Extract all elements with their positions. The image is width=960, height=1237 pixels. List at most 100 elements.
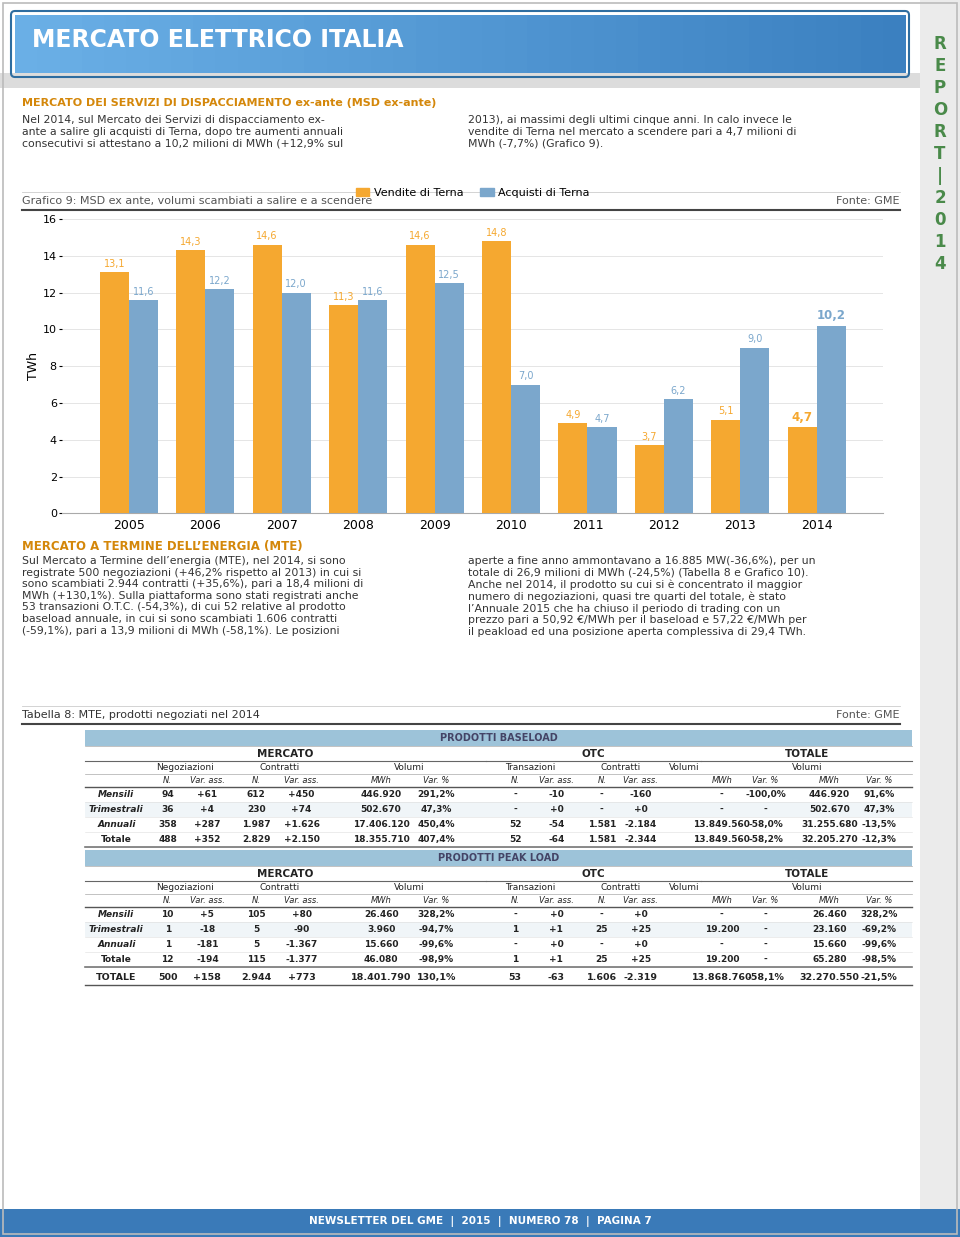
Text: OTC: OTC: [582, 748, 606, 760]
Text: MWh: MWh: [819, 896, 840, 905]
Text: N.: N.: [163, 896, 172, 905]
Text: -: -: [514, 940, 516, 949]
Bar: [104, 15, 128, 73]
Text: 47,3%: 47,3%: [863, 805, 895, 814]
Text: 2.944: 2.944: [241, 974, 272, 982]
Text: N.: N.: [252, 776, 260, 785]
Text: -94,7%: -94,7%: [419, 925, 454, 934]
Text: 446.920: 446.920: [361, 790, 401, 799]
Text: -90: -90: [294, 925, 310, 934]
Text: -: -: [764, 910, 767, 919]
Bar: [883, 15, 906, 73]
Text: +80: +80: [292, 910, 312, 919]
Bar: [215, 15, 238, 73]
Text: +158: +158: [194, 974, 222, 982]
Text: 4,9: 4,9: [565, 409, 581, 419]
Text: Transazioni: Transazioni: [505, 883, 556, 892]
Text: R: R: [934, 35, 947, 53]
Text: 14,3: 14,3: [180, 238, 202, 247]
Text: 47,3%: 47,3%: [420, 805, 452, 814]
Text: 4: 4: [934, 255, 946, 273]
Text: N.: N.: [163, 776, 172, 785]
Bar: [794, 15, 817, 73]
Text: -: -: [514, 805, 516, 814]
Text: -2.184: -2.184: [625, 820, 657, 829]
Text: OTC: OTC: [582, 870, 606, 880]
Bar: [82, 15, 105, 73]
Bar: [100, 272, 129, 513]
Text: -12,3%: -12,3%: [861, 835, 897, 844]
Bar: [85, 952, 912, 967]
Text: E: E: [934, 57, 946, 75]
Text: +74: +74: [292, 805, 312, 814]
Text: 19.200: 19.200: [705, 955, 739, 964]
Text: 502.670: 502.670: [809, 805, 850, 814]
Text: Trimestrali: Trimestrali: [89, 805, 144, 814]
Text: -: -: [514, 910, 516, 919]
Text: -: -: [720, 940, 724, 949]
Text: 13,1: 13,1: [104, 259, 125, 268]
Bar: [15, 15, 38, 73]
Text: Var. ass.: Var. ass.: [284, 776, 319, 785]
Text: TOTALE: TOTALE: [96, 974, 136, 982]
Text: 46.080: 46.080: [364, 955, 398, 964]
Text: Transazioni: Transazioni: [505, 763, 556, 772]
Bar: [177, 250, 205, 513]
Text: 291,2%: 291,2%: [418, 790, 455, 799]
Text: -98,5%: -98,5%: [861, 955, 897, 964]
Text: 2: 2: [934, 189, 946, 207]
Bar: [635, 445, 664, 513]
Text: 1: 1: [934, 233, 946, 251]
Bar: [527, 15, 550, 73]
Bar: [511, 385, 540, 513]
Text: 1.606: 1.606: [587, 974, 617, 982]
Legend: Vendite di Terna, Acquisti di Terna: Vendite di Terna, Acquisti di Terna: [351, 183, 594, 202]
Bar: [749, 15, 773, 73]
Text: -181: -181: [196, 940, 219, 949]
Text: +287: +287: [194, 820, 221, 829]
Text: Totale: Totale: [101, 955, 132, 964]
Text: 17.406.120: 17.406.120: [352, 820, 410, 829]
Text: 19.200: 19.200: [705, 925, 739, 934]
Text: 328,2%: 328,2%: [418, 910, 455, 919]
Y-axis label: TWh: TWh: [27, 353, 40, 380]
Text: Totale: Totale: [101, 835, 132, 844]
Bar: [482, 241, 511, 513]
Text: 7,0: 7,0: [517, 371, 534, 381]
Text: 407,4%: 407,4%: [418, 835, 455, 844]
Bar: [0, 1209, 960, 1237]
Bar: [394, 15, 417, 73]
Text: 25: 25: [595, 925, 608, 934]
Text: 12,0: 12,0: [285, 280, 307, 289]
Text: -: -: [720, 910, 724, 919]
Bar: [60, 15, 83, 73]
Text: -: -: [600, 790, 604, 799]
Bar: [638, 15, 661, 73]
Text: -54: -54: [548, 820, 564, 829]
Text: Sul Mercato a Termine dell’energia (MTE), nel 2014, si sono
registrate 500 negoz: Sul Mercato a Termine dell’energia (MTE)…: [22, 555, 363, 636]
Text: -: -: [600, 910, 604, 919]
Text: N.: N.: [511, 896, 519, 905]
Text: 2.829: 2.829: [242, 835, 271, 844]
Text: -: -: [720, 805, 724, 814]
Text: 15.660: 15.660: [364, 940, 398, 949]
Bar: [171, 15, 194, 73]
Text: 328,2%: 328,2%: [860, 910, 898, 919]
Text: -58,1%: -58,1%: [747, 974, 784, 982]
Text: 5,1: 5,1: [718, 406, 733, 416]
Bar: [85, 936, 912, 952]
Text: -194: -194: [196, 955, 219, 964]
Text: Annuali: Annuali: [97, 820, 135, 829]
Text: +1: +1: [549, 955, 564, 964]
Text: -2.319: -2.319: [624, 974, 658, 982]
Bar: [435, 283, 464, 513]
Bar: [0, 73, 920, 88]
Text: P: P: [934, 79, 946, 96]
Text: N.: N.: [597, 896, 607, 905]
Text: 3.960: 3.960: [367, 925, 396, 934]
Text: 14,8: 14,8: [486, 228, 507, 238]
Text: +5: +5: [201, 910, 214, 919]
Bar: [593, 15, 616, 73]
Bar: [416, 15, 439, 73]
Text: R: R: [934, 122, 947, 141]
